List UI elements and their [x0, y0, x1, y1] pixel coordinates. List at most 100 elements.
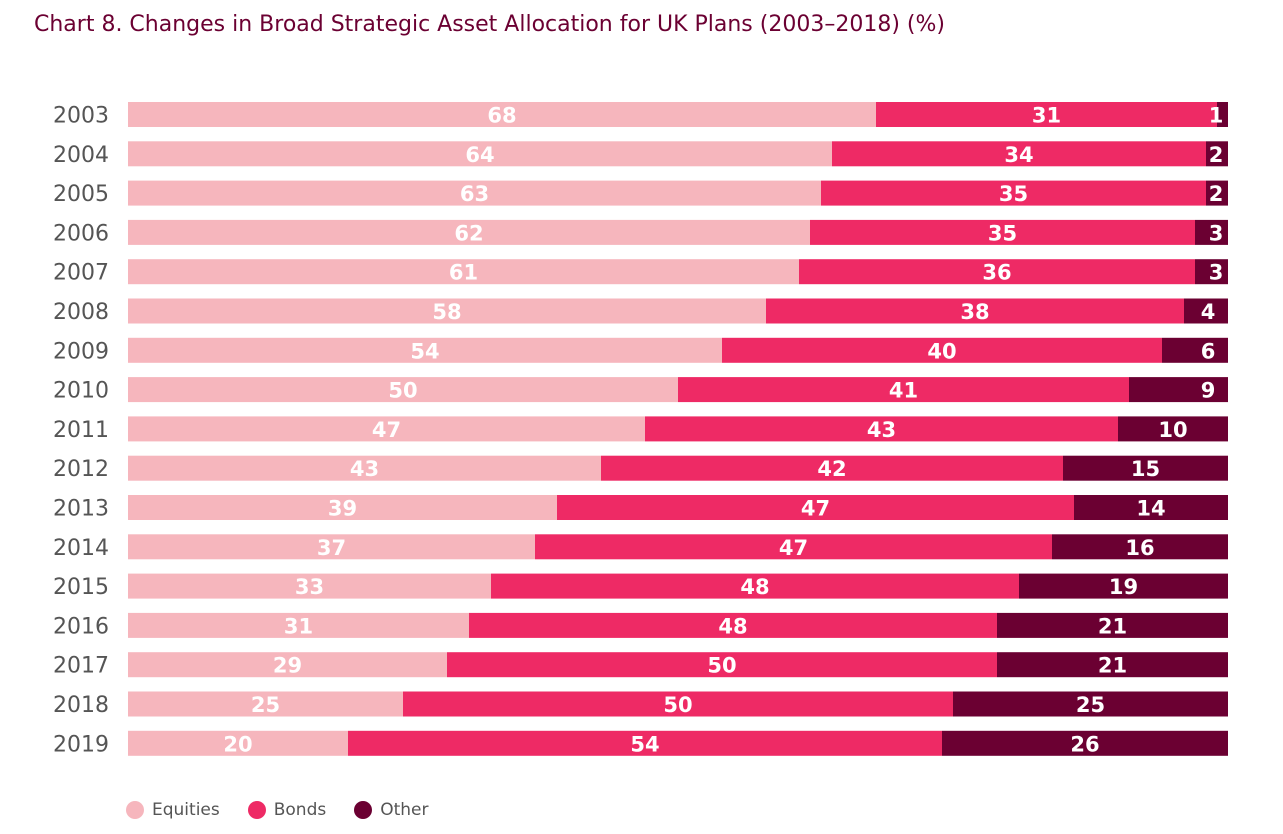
value-label-equities-2005: 63	[460, 182, 489, 206]
year-label-2009: 2009	[53, 339, 109, 364]
value-label-other-2006: 3	[1209, 221, 1224, 245]
value-label-other-2005: 2	[1209, 182, 1224, 206]
bar-other-2008	[1184, 298, 1228, 324]
value-label-bonds-2012: 42	[817, 457, 846, 481]
legend-item-other: Other	[354, 800, 429, 820]
bar-bonds-2016	[469, 612, 997, 638]
year-label-2003: 2003	[53, 104, 109, 129]
value-label-other-2010: 9	[1201, 379, 1216, 403]
value-label-other-2014: 16	[1125, 536, 1154, 560]
bar-equities-2008	[128, 298, 766, 324]
value-label-bonds-2015: 48	[740, 575, 769, 599]
year-label-2017: 2017	[53, 654, 109, 679]
value-label-bonds-2009: 40	[927, 339, 956, 363]
value-label-other-2019: 26	[1070, 732, 1099, 756]
bar-bonds-2013	[557, 495, 1074, 520]
bar-equities-2015	[128, 573, 491, 599]
year-label-2013: 2013	[53, 497, 109, 522]
value-label-equities-2016: 31	[284, 614, 313, 638]
bar-equities-2007	[128, 259, 799, 285]
value-label-other-2003: 1	[1209, 104, 1224, 128]
bar-equities-2006	[128, 219, 810, 245]
bar-bonds-2019	[348, 730, 942, 756]
value-label-other-2013: 14	[1136, 497, 1165, 521]
value-label-equities-2008: 58	[432, 300, 461, 324]
legend-swatch-bonds	[247, 801, 266, 819]
bar-other-2018	[953, 691, 1228, 717]
bar-other-2014	[1052, 534, 1228, 560]
bar-equities-2009	[128, 337, 722, 363]
legend-swatch-other	[354, 801, 373, 819]
value-label-equities-2013: 39	[328, 497, 357, 521]
bar-other-2013	[1074, 495, 1228, 520]
year-label-2006: 2006	[53, 221, 109, 246]
year-label-2004: 2004	[53, 143, 109, 168]
year-label-2010: 2010	[53, 379, 109, 404]
bar-bonds-2012	[601, 455, 1063, 481]
legend-item-equities: Equities	[126, 800, 220, 820]
bar-equities-2017	[128, 652, 447, 678]
value-label-equities-2012: 43	[350, 457, 379, 481]
bar-equities-2005	[128, 180, 821, 206]
value-label-bonds-2019: 54	[630, 732, 659, 756]
bar-equities-2012	[128, 455, 601, 481]
bar-equities-2013	[128, 495, 557, 520]
value-label-other-2007: 3	[1209, 261, 1224, 285]
year-label-2015: 2015	[53, 575, 109, 600]
bar-other-2012	[1063, 455, 1228, 481]
bar-bonds-2011	[645, 416, 1118, 442]
value-label-equities-2014: 37	[317, 536, 346, 560]
bar-bonds-2015	[491, 573, 1019, 599]
value-label-bonds-2005: 35	[999, 182, 1028, 206]
value-label-equities-2017: 29	[273, 654, 302, 678]
value-label-equities-2007: 61	[449, 261, 478, 285]
value-label-bonds-2014: 47	[779, 536, 808, 560]
bar-bonds-2017	[447, 652, 997, 678]
value-label-other-2015: 19	[1109, 575, 1138, 599]
value-label-equities-2011: 47	[372, 418, 401, 442]
bar-equities-2011	[128, 416, 645, 442]
year-label-2011: 2011	[53, 418, 109, 443]
value-label-bonds-2016: 48	[718, 614, 747, 638]
year-label-2019: 2019	[53, 732, 109, 757]
bar-other-2004	[1206, 141, 1228, 167]
year-label-2014: 2014	[53, 536, 109, 561]
year-label-2018: 2018	[53, 693, 109, 718]
bar-bonds-2008	[766, 298, 1184, 324]
legend-swatch-equities	[126, 801, 144, 819]
year-label-2012: 2012	[53, 457, 109, 482]
value-label-equities-2009: 54	[410, 339, 439, 363]
bar-other-2017	[997, 652, 1228, 678]
value-label-bonds-2010: 41	[889, 379, 918, 403]
bar-bonds-2010	[678, 377, 1129, 403]
bar-other-2011	[1118, 416, 1228, 442]
value-label-equities-2004: 64	[465, 143, 494, 167]
value-label-other-2017: 21	[1098, 654, 1127, 678]
year-label-2008: 2008	[53, 300, 109, 325]
bar-other-2009	[1162, 337, 1228, 363]
bar-bonds-2004	[832, 141, 1206, 167]
value-label-other-2016: 21	[1098, 614, 1127, 638]
bar-bonds-2014	[535, 534, 1052, 560]
bar-other-2016	[997, 612, 1228, 638]
value-label-equities-2006: 62	[454, 221, 483, 245]
bar-bonds-2006	[810, 219, 1195, 245]
year-label-2016: 2016	[53, 614, 109, 639]
bar-bonds-2009	[722, 337, 1162, 363]
value-label-other-2009: 6	[1201, 339, 1216, 363]
value-label-bonds-2003: 31	[1032, 104, 1061, 128]
value-label-bonds-2011: 43	[867, 418, 896, 442]
bar-other-2003	[1217, 102, 1228, 127]
bar-other-2010	[1129, 377, 1228, 403]
bar-equities-2016	[128, 612, 469, 638]
value-label-bonds-2017: 50	[707, 654, 736, 678]
bar-other-2007	[1195, 259, 1228, 285]
year-label-2005: 2005	[53, 182, 109, 207]
chart-title: Chart 8. Changes in Broad Strategic Asse…	[34, 12, 945, 37]
value-label-bonds-2013: 47	[801, 497, 830, 521]
bar-equities-2003	[128, 102, 876, 127]
year-label-2007: 2007	[53, 261, 109, 286]
bar-other-2006	[1195, 219, 1228, 245]
value-label-bonds-2007: 36	[982, 261, 1011, 285]
